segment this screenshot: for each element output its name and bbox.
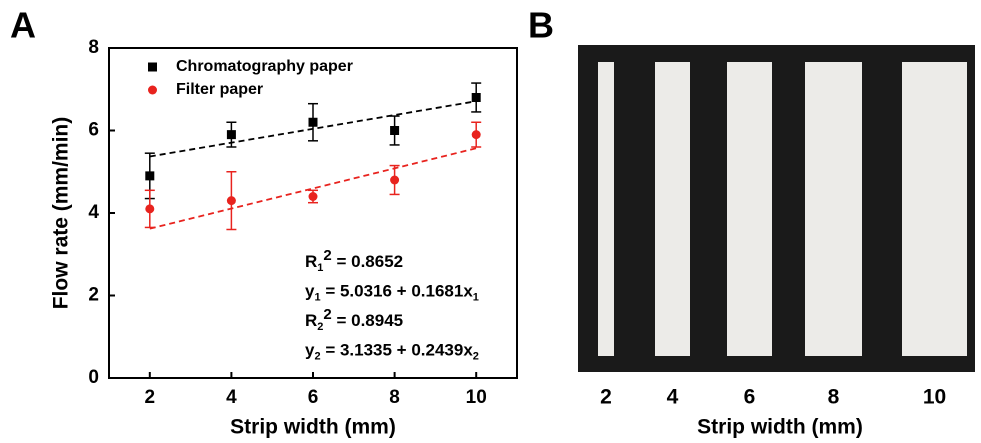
legend-label: Filter paper — [176, 81, 263, 98]
annotation: y2 = 3.1335 + 0.2439x2 — [305, 341, 479, 362]
legend-marker — [148, 85, 157, 95]
paper-strip — [598, 62, 614, 356]
strip-label: 4 — [667, 386, 679, 409]
paper-strip — [805, 62, 862, 356]
photo-x-label: Strip width (mm) — [697, 416, 863, 439]
x-tick-label: 10 — [466, 387, 487, 408]
annotation-part: y — [305, 341, 315, 360]
annotation-part: = 5.0316 + 0.1681x — [321, 282, 474, 301]
paper-strip — [902, 62, 967, 356]
legend-marker — [148, 62, 157, 72]
x-tick-label: 2 — [145, 387, 156, 408]
y-tick-label: 2 — [88, 285, 99, 306]
annotation-part: 2 — [323, 247, 331, 264]
data-point — [145, 204, 155, 214]
strip-label: 2 — [600, 386, 612, 409]
annotation-part: 1 — [314, 291, 320, 303]
data-point — [226, 196, 236, 206]
annotation-part: 2 — [323, 306, 331, 323]
fit-line — [149, 147, 477, 230]
data-point — [471, 93, 481, 102]
y-tick-label: 8 — [88, 37, 99, 58]
x-tick-label: 4 — [226, 387, 237, 408]
data-point — [145, 171, 155, 181]
y-tick-label: 4 — [88, 202, 99, 223]
legend-label: Chromatography paper — [176, 58, 353, 75]
data-point — [308, 117, 318, 127]
y-axis-title: Flow rate (mm/min) — [50, 117, 73, 310]
data-point — [308, 192, 318, 201]
data-point — [226, 130, 236, 140]
annotation-part: = 0.8945 — [332, 311, 403, 330]
paper-strip — [655, 62, 690, 356]
annotation-part: R — [305, 311, 317, 330]
y-tick-label: 0 — [88, 367, 99, 388]
x-tick-label: 8 — [389, 387, 400, 408]
x-axis-title: Strip width (mm) — [230, 416, 396, 439]
annotation: R12 = 0.8652 — [305, 247, 403, 274]
panel-label: B — [528, 5, 554, 46]
annotation-part: = 0.8652 — [332, 252, 403, 271]
strip-label: 10 — [923, 386, 946, 409]
data-point — [471, 130, 481, 140]
annotation-part: 1 — [473, 291, 479, 303]
annotation-part: y — [305, 282, 315, 301]
x-tick-label: 6 — [308, 387, 319, 408]
annotation-part: 2 — [317, 321, 323, 333]
strip-label: 6 — [744, 386, 756, 409]
panel-label: A — [10, 5, 36, 46]
data-point — [390, 175, 400, 185]
annotation-part: = 3.1335 + 0.2439x — [321, 341, 474, 360]
annotation-part: 1 — [317, 262, 323, 274]
paper-strip — [727, 62, 772, 356]
annotation: y1 = 5.0316 + 0.1681x1 — [305, 282, 479, 303]
annotation-part: R — [305, 252, 317, 271]
annotation-part: 2 — [473, 350, 479, 362]
strip-label: 8 — [828, 386, 840, 409]
y-tick-label: 6 — [88, 120, 99, 141]
annotation: R22 = 0.8945 — [305, 306, 403, 333]
annotation-part: 2 — [314, 350, 320, 362]
data-point — [390, 126, 400, 135]
